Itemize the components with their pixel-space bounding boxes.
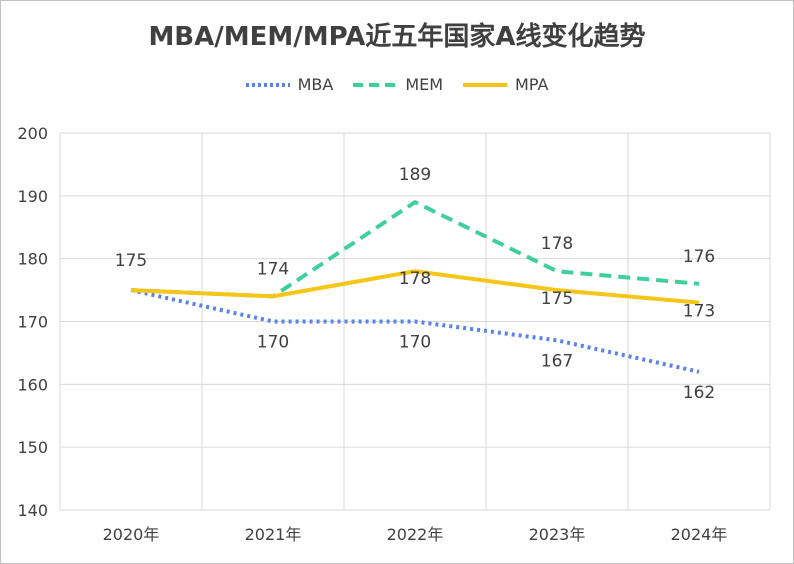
data-label: 189 (399, 165, 431, 185)
x-tick-label: 2022年 (387, 525, 444, 544)
x-tick-label: 2021年 (245, 525, 302, 544)
data-label: 170 (257, 333, 289, 353)
data-label: 175 (541, 289, 573, 309)
x-tick-label: 2024年 (671, 525, 728, 544)
legend-item-mem: MEM (353, 75, 443, 94)
x-tick-label: 2023年 (529, 525, 586, 544)
y-tick-label: 150 (17, 438, 48, 457)
chart-title: MBA/MEM/MPA近五年国家A线变化趋势 (148, 22, 646, 52)
y-tick-label: 170 (17, 313, 48, 332)
data-label: 162 (683, 383, 715, 403)
legend-label-mem: MEM (405, 75, 444, 94)
legend-item-mba: MBA (245, 75, 334, 94)
data-label: 178 (399, 269, 431, 289)
chart-legend: MBA MEM MPA (0, 75, 794, 94)
data-label: 170 (399, 333, 431, 353)
legend-label-mpa: MPA (515, 75, 549, 94)
legend-line-mpa (463, 82, 508, 87)
y-tick-label: 140 (17, 501, 48, 520)
data-label: 178 (541, 234, 573, 254)
data-label: 174 (257, 259, 289, 279)
legend-label-mba: MBA (297, 75, 334, 94)
data-label: 175 (115, 251, 147, 271)
data-label: 176 (683, 247, 715, 267)
legend-item-mpa: MPA (463, 75, 548, 94)
series-line-mem (130, 200, 700, 299)
legend-line-mem (353, 82, 398, 87)
y-tick-label: 190 (17, 187, 48, 206)
y-tick-label: 180 (17, 250, 48, 269)
y-tick-label: 160 (17, 375, 48, 394)
series-line-mba (130, 288, 700, 374)
series-line-mpa (130, 269, 700, 305)
data-label: 173 (683, 302, 715, 322)
y-tick-label: 200 (17, 124, 48, 143)
x-tick-label: 2020年 (103, 525, 160, 544)
data-label: 167 (541, 351, 573, 371)
legend-line-mba (245, 82, 290, 87)
